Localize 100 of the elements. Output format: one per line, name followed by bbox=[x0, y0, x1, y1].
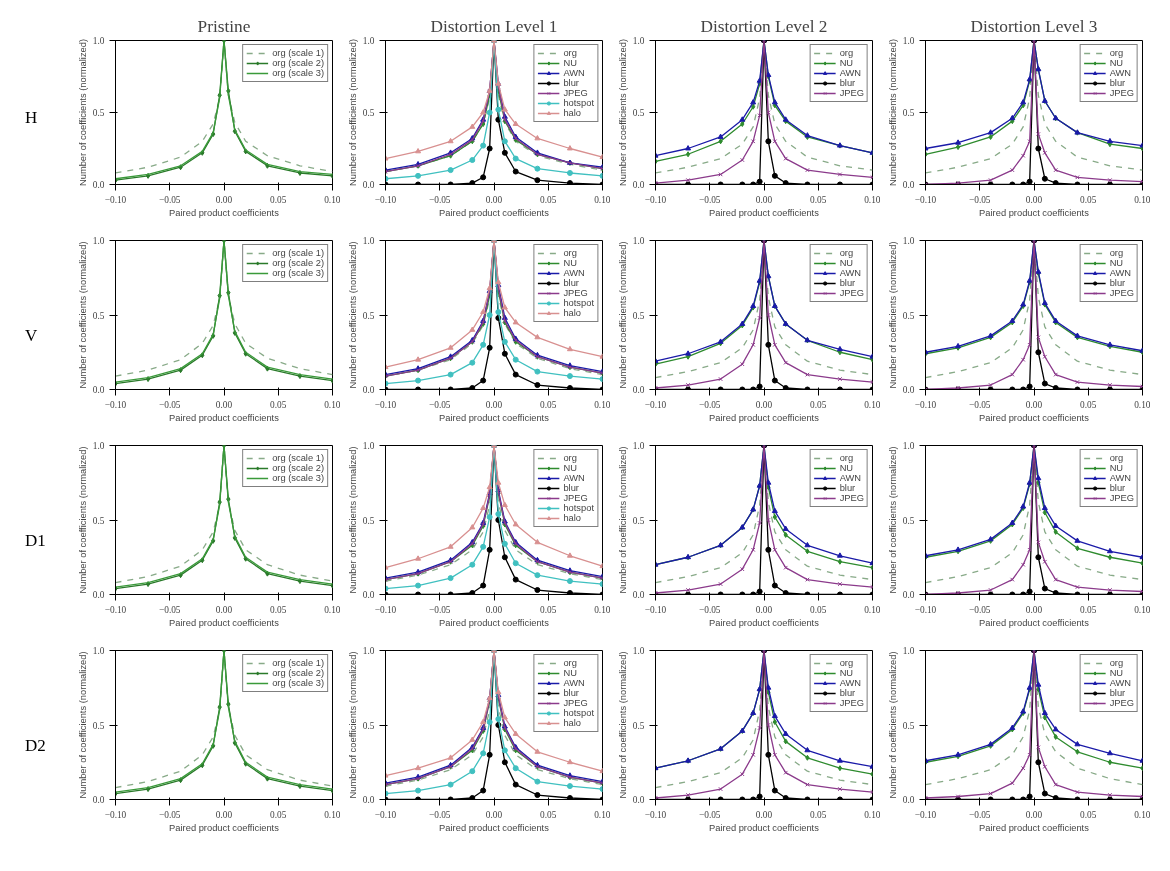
legend-label: org bbox=[563, 48, 578, 58]
x-tick-label: 0.05 bbox=[810, 604, 827, 615]
y-tick-label: 0.5 bbox=[632, 310, 645, 321]
y-tick-label: 0.0 bbox=[902, 590, 915, 600]
y-tick-label: 0.5 bbox=[362, 720, 375, 731]
legend-label: hotspot bbox=[563, 708, 594, 718]
y-tick-label: 0.0 bbox=[632, 795, 645, 805]
x-tick-label: 0.10 bbox=[1134, 809, 1151, 820]
x-tick-label: 0.10 bbox=[324, 809, 341, 820]
legend-label: AWN bbox=[1109, 68, 1132, 78]
x-tick-label: −0.10 bbox=[914, 194, 937, 205]
y-tick-label: 0.5 bbox=[362, 108, 375, 118]
y-axis-title: Number of coefficients (normalized) bbox=[77, 651, 88, 799]
x-tick-label: 0.10 bbox=[594, 399, 611, 410]
legend-label: JPEG bbox=[1109, 698, 1134, 708]
x-axis-title: Paired product coefficients bbox=[709, 412, 820, 423]
x-axis-title: Paired product coefficients bbox=[169, 822, 280, 833]
x-tick-label: 0.00 bbox=[1025, 604, 1043, 615]
y-axis-title: Number of coefficients (normalized) bbox=[77, 38, 88, 187]
x-axis-title: Paired product coefficients bbox=[169, 412, 280, 423]
legend-label: JPEG bbox=[1109, 88, 1134, 98]
legend-label: org bbox=[839, 658, 855, 668]
legend-label: NU bbox=[1109, 58, 1125, 68]
x-axis-title: Paired product coefficients bbox=[439, 617, 550, 628]
x-tick-label: −0.05 bbox=[428, 604, 451, 615]
x-tick-label: 0.00 bbox=[215, 399, 233, 410]
legend-label: AWN bbox=[1109, 473, 1132, 483]
legend-label: AWN bbox=[563, 678, 585, 688]
x-tick-label: 0.05 bbox=[1080, 809, 1097, 820]
y-tick-label: 1.0 bbox=[902, 36, 915, 46]
y-tick-label: 0.0 bbox=[92, 385, 105, 395]
y-tick-label: 0.0 bbox=[902, 180, 915, 190]
y-tick-label: 0.5 bbox=[632, 720, 645, 731]
y-tick-label: 0.5 bbox=[92, 720, 105, 731]
y-tick-label: 0.0 bbox=[362, 590, 375, 600]
legend-label: org (scale 2) bbox=[272, 58, 324, 68]
legend-label: org bbox=[1109, 658, 1125, 668]
y-tick-label: 0.0 bbox=[902, 385, 915, 395]
x-tick-label: 0.00 bbox=[215, 604, 233, 615]
legend-label: org (scale 3) bbox=[272, 678, 324, 688]
legend-label: JPEG bbox=[1109, 288, 1134, 298]
y-tick-label: 0.0 bbox=[92, 180, 105, 190]
y-tick-label: 0.5 bbox=[92, 515, 105, 526]
x-tick-label: 0.00 bbox=[755, 194, 773, 205]
y-tick-label: 1.0 bbox=[362, 441, 375, 451]
x-tick-label: 0.00 bbox=[755, 604, 773, 615]
y-tick-label: 0.5 bbox=[92, 108, 105, 118]
y-tick-label: 0.0 bbox=[362, 795, 375, 805]
legend-label: NU bbox=[563, 463, 578, 473]
x-axis-title: Paired product coefficients bbox=[709, 617, 820, 628]
x-tick-label: −0.05 bbox=[428, 809, 451, 820]
x-tick-label: 0.00 bbox=[485, 194, 503, 205]
y-axis-title: Number of coefficients (normalized) bbox=[347, 651, 358, 799]
y-tick-label: 0.5 bbox=[902, 310, 915, 321]
x-axis-title: Paired product coefficients bbox=[439, 207, 550, 218]
x-tick-label: −0.05 bbox=[698, 194, 721, 205]
y-tick-label: 1.0 bbox=[92, 236, 105, 246]
legend-label: org bbox=[839, 248, 855, 258]
x-tick-label: 0.00 bbox=[1025, 399, 1043, 410]
x-tick-label: 0.00 bbox=[1025, 809, 1043, 820]
x-tick-label: −0.05 bbox=[968, 399, 991, 410]
y-tick-label: 0.0 bbox=[362, 385, 375, 395]
y-tick-label: 1.0 bbox=[902, 441, 915, 451]
x-tick-label: −0.05 bbox=[428, 399, 451, 410]
legend-label: org bbox=[1109, 453, 1125, 463]
legend-label: halo bbox=[563, 718, 583, 728]
legend-label: JPEG bbox=[839, 288, 864, 298]
x-axis-title: Paired product coefficients bbox=[979, 207, 1090, 218]
x-tick-label: 0.05 bbox=[270, 194, 287, 205]
y-axis-title: Number of coefficients (normalized) bbox=[347, 241, 358, 389]
x-tick-label: −0.05 bbox=[428, 194, 451, 205]
x-tick-label: 0.00 bbox=[485, 399, 503, 410]
legend-label: NU bbox=[839, 58, 855, 68]
x-tick-label: 0.10 bbox=[1134, 399, 1151, 410]
x-tick-label: 0.05 bbox=[1080, 604, 1097, 615]
x-tick-label: 0.05 bbox=[540, 194, 557, 205]
x-axis-title: Paired product coefficients bbox=[979, 412, 1090, 423]
legend-label: blur bbox=[1109, 278, 1127, 288]
legend-label: org (scale 2) bbox=[272, 258, 324, 268]
legend-label: JPEG bbox=[563, 88, 588, 98]
x-tick-label: 0.05 bbox=[270, 604, 287, 615]
text: D2 bbox=[25, 735, 46, 757]
y-tick-label: 0.0 bbox=[632, 180, 645, 190]
legend-label: org (scale 2) bbox=[272, 463, 324, 473]
y-tick-label: 1.0 bbox=[632, 236, 645, 246]
x-tick-label: −0.05 bbox=[698, 809, 721, 820]
legend-label: blur bbox=[563, 78, 580, 88]
y-axis-title: Number of coefficients (normalized) bbox=[617, 38, 628, 187]
legend-label: blur bbox=[563, 278, 580, 288]
legend-label: NU bbox=[1109, 258, 1125, 268]
legend-label: blur bbox=[839, 278, 857, 288]
y-tick-label: 1.0 bbox=[92, 36, 105, 46]
x-tick-label: −0.10 bbox=[644, 194, 667, 205]
y-tick-label: 0.5 bbox=[362, 310, 375, 321]
legend-label: hotspot bbox=[563, 98, 594, 108]
legend-label: NU bbox=[839, 668, 855, 678]
y-tick-label: 1.0 bbox=[362, 36, 375, 46]
legend-label: JPEG bbox=[839, 698, 864, 708]
x-tick-label: 0.10 bbox=[864, 399, 881, 410]
x-tick-label: −0.10 bbox=[644, 604, 667, 615]
